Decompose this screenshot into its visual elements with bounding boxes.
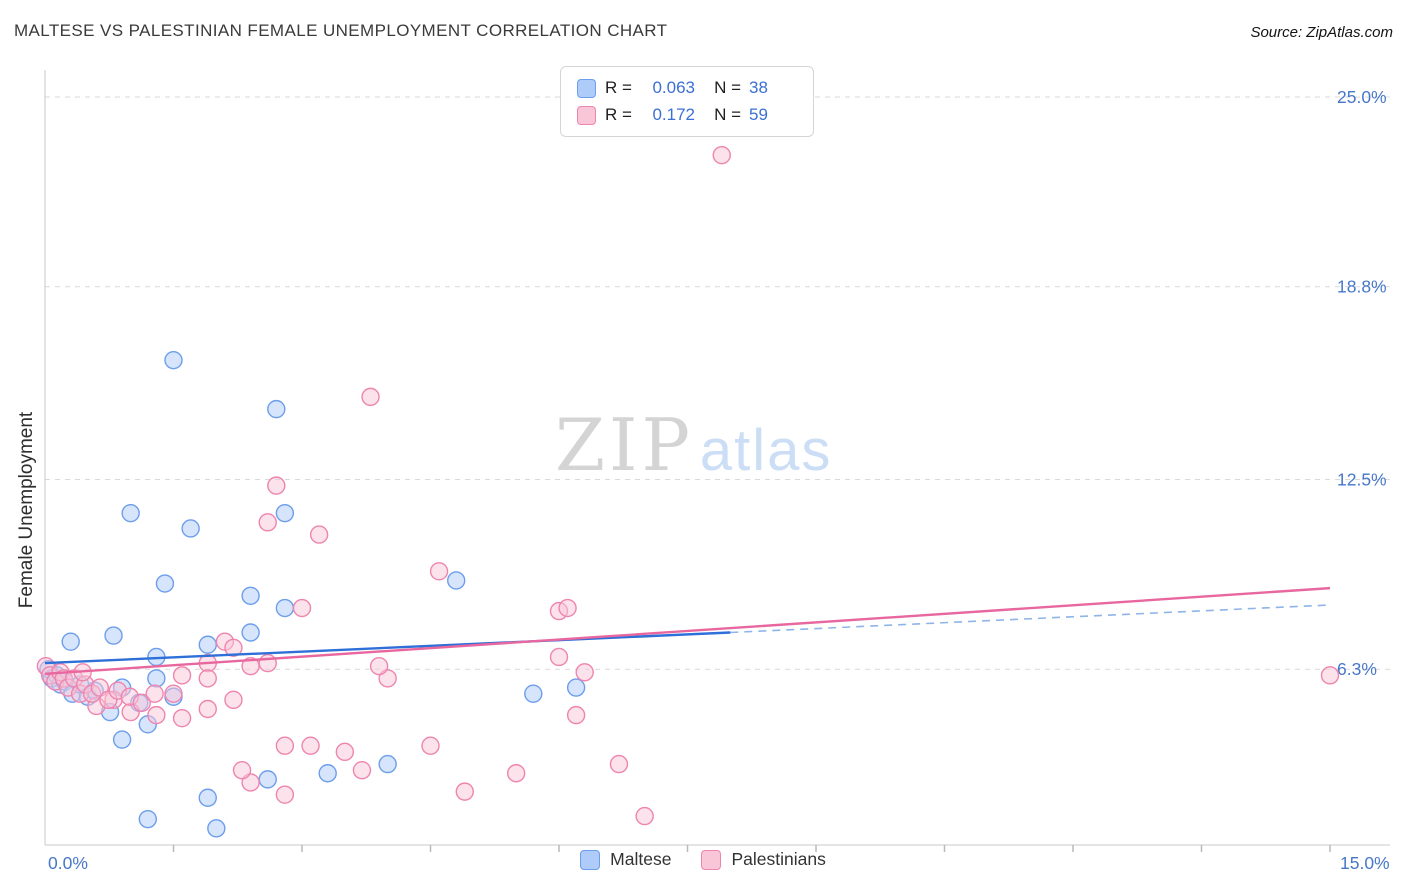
r-label: R = [605, 78, 632, 97]
data-point-palestinians [275, 736, 295, 755]
data-point-palestinians [429, 562, 449, 581]
r-label: R = [605, 105, 632, 124]
data-point-palestinians [549, 647, 569, 667]
source-link[interactable]: Source: ZipAtlas.com [1250, 24, 1393, 41]
data-point-palestinians [506, 764, 526, 783]
n-label: N = [714, 105, 741, 124]
trend-line-maltese [44, 631, 731, 665]
page-title: MALTESE VS PALESTINIAN FEMALE UNEMPLOYME… [14, 21, 668, 40]
data-point-maltese [378, 754, 397, 774]
legend-row-palestinians: R = 0.172 N = 59 [577, 105, 797, 125]
data-point-maltese [147, 669, 166, 688]
data-point-palestinians [172, 666, 192, 685]
x-tick-label: 0.0% [48, 853, 88, 873]
data-point-palestinians [232, 761, 252, 780]
data-point-palestinians [301, 736, 320, 755]
data-point-maltese [155, 574, 175, 593]
data-point-palestinians [361, 387, 380, 407]
data-point-maltese [164, 350, 183, 370]
data-point-palestinians [309, 525, 329, 544]
y-tick-label: 12.5% [1337, 470, 1387, 490]
data-point-maltese [112, 730, 132, 749]
legend-item-palestinians: Palestinians [701, 849, 826, 870]
x-tick-label: 15.0% [1340, 853, 1390, 873]
r-value-palestinians: 0.172 [652, 105, 695, 124]
data-point-maltese [275, 598, 295, 618]
data-point-maltese [181, 519, 200, 538]
data-point-maltese [241, 623, 260, 642]
data-point-palestinians [609, 754, 629, 774]
data-point-palestinians [147, 705, 166, 725]
trend-line-dashed-maltese [730, 604, 1331, 634]
data-point-palestinians [335, 742, 355, 762]
palestinians-swatch [701, 849, 722, 870]
data-point-palestinians [292, 598, 312, 618]
data-point-palestinians [369, 656, 389, 676]
data-point-palestinians [352, 761, 372, 780]
legend-row-maltese: R = 0.063 N = 38 [577, 78, 797, 98]
data-point-maltese [258, 770, 277, 789]
series-legend: Maltese Palestinians [0, 849, 1406, 870]
data-point-maltese [104, 626, 123, 645]
data-point-maltese [121, 503, 140, 523]
data-point-maltese [207, 819, 226, 838]
data-point-palestinians [267, 476, 286, 495]
data-point-palestinians [635, 806, 654, 826]
data-point-palestinians [575, 663, 594, 682]
data-point-palestinians [455, 782, 474, 801]
trend-line-palestinians [44, 586, 1331, 676]
data-point-maltese [138, 809, 158, 829]
data-point-palestinians [258, 513, 277, 532]
data-point-maltese [447, 571, 466, 590]
maltese-swatch [580, 849, 601, 870]
r-value-maltese: 0.063 [652, 78, 695, 97]
data-point-palestinians [132, 693, 152, 713]
data-point-palestinians [558, 598, 577, 618]
data-point-palestinians [566, 705, 586, 725]
data-point-palestinians [145, 684, 164, 703]
data-point-palestinians [712, 145, 731, 165]
n-value-maltese: 38 [749, 78, 768, 97]
legend-item-maltese: Maltese [580, 849, 671, 870]
legend-label-maltese: Maltese [610, 849, 672, 869]
y-axis-label: Female Unemployment [16, 411, 37, 609]
data-point-maltese [198, 788, 217, 807]
data-point-palestinians [198, 669, 217, 688]
correlation-legend-box: R = 0.063 N = 38 R = 0.172 N = 59 [560, 66, 814, 137]
data-point-palestinians [224, 690, 243, 710]
y-tick-label: 18.8% [1337, 277, 1387, 297]
data-point-maltese [318, 764, 337, 783]
maltese-swatch [577, 78, 596, 98]
data-point-maltese [267, 399, 286, 419]
data-point-palestinians [164, 684, 183, 703]
data-point-maltese [275, 503, 295, 523]
data-point-palestinians [258, 653, 277, 673]
y-tick-label: 6.3% [1337, 659, 1377, 679]
data-point-palestinians [198, 699, 217, 719]
n-value-palestinians: 59 [749, 105, 768, 124]
data-point-maltese [524, 684, 543, 703]
palestinians-swatch [577, 105, 596, 125]
data-point-maltese [566, 678, 586, 697]
data-point-palestinians [421, 736, 440, 755]
data-point-maltese [198, 635, 217, 654]
n-label: N = [714, 78, 741, 97]
data-point-palestinians [172, 708, 192, 728]
data-point-maltese [241, 586, 260, 605]
data-point-palestinians [1320, 666, 1340, 685]
data-point-palestinians [224, 638, 243, 657]
data-point-maltese [61, 632, 80, 651]
y-tick-label: 25.0% [1337, 87, 1387, 107]
legend-label-palestinians: Palestinians [731, 849, 826, 869]
data-point-palestinians [275, 785, 295, 804]
